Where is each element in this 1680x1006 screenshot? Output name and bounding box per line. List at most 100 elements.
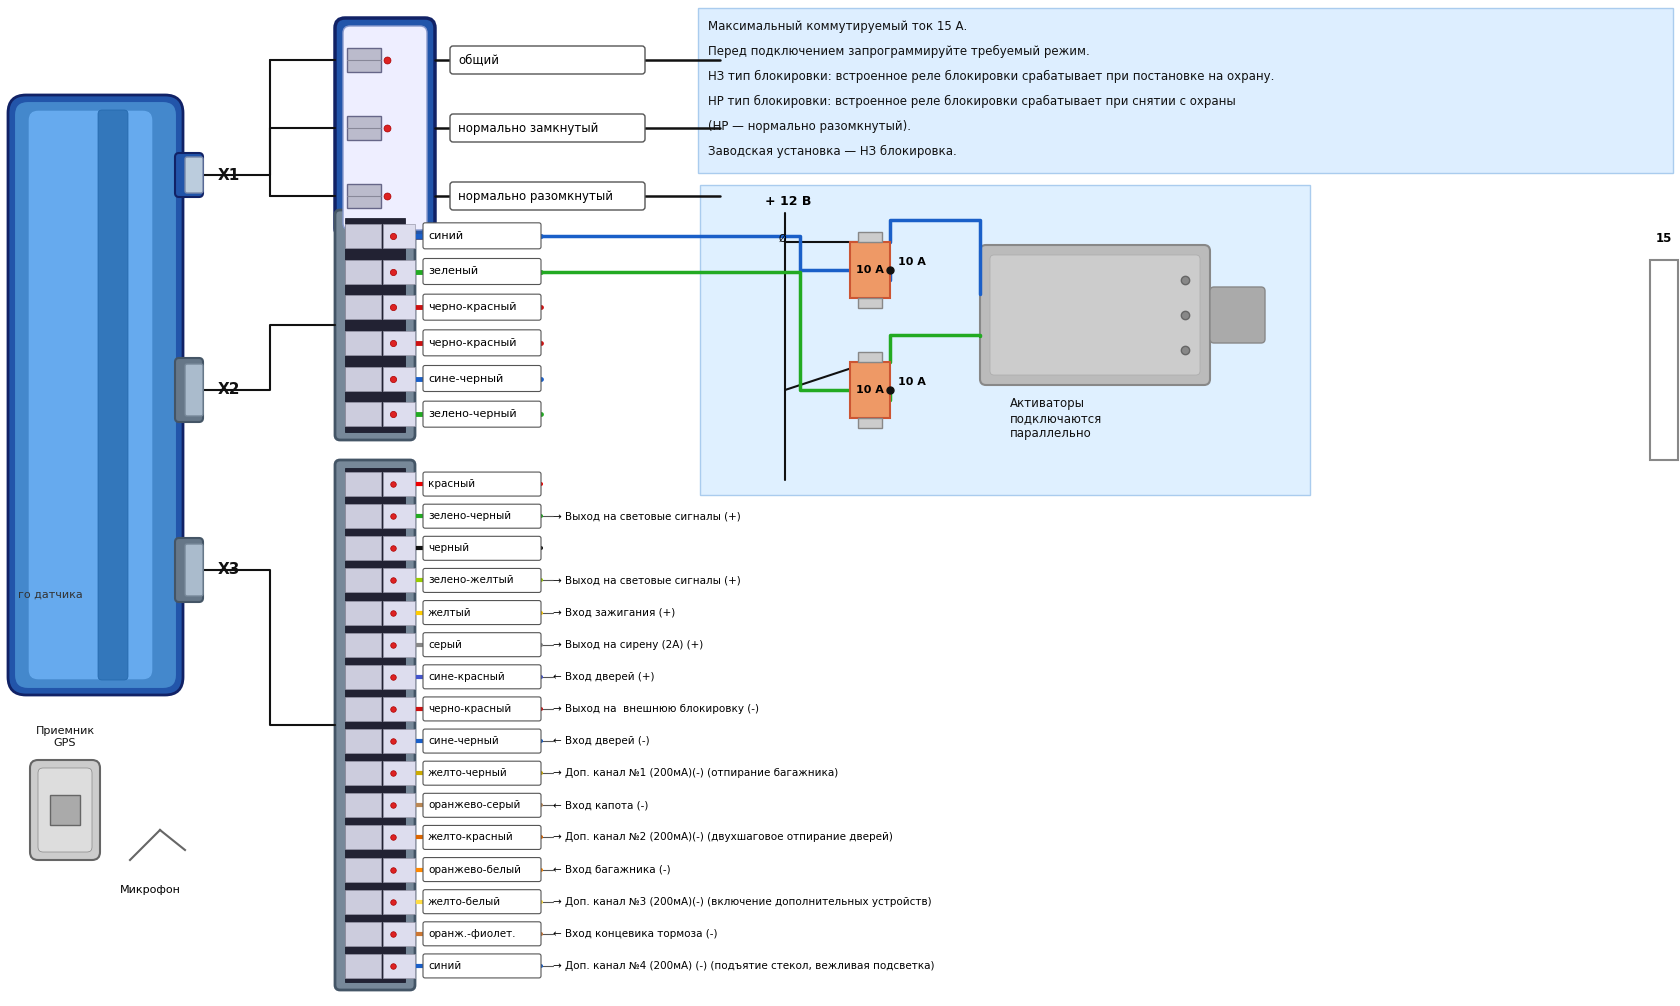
FancyBboxPatch shape	[334, 210, 415, 440]
Bar	[699, 185, 1309, 495]
Bar	[383, 402, 415, 427]
Text: → Выход на  внешнюю блокировку (-): → Выход на внешнюю блокировку (-)	[553, 704, 759, 714]
Bar	[344, 921, 381, 946]
FancyBboxPatch shape	[423, 536, 541, 560]
Text: Перед подключением запрограммируйте требуемый режим.: Перед подключением запрограммируйте треб…	[707, 45, 1089, 58]
FancyBboxPatch shape	[423, 294, 541, 320]
Bar	[850, 362, 889, 418]
Text: черно-красный: черно-красный	[428, 338, 516, 348]
FancyBboxPatch shape	[185, 364, 203, 416]
FancyBboxPatch shape	[30, 760, 99, 860]
Text: 15: 15	[1655, 232, 1672, 245]
FancyBboxPatch shape	[185, 157, 203, 193]
Text: Приемник
GPS: Приемник GPS	[35, 726, 94, 748]
FancyBboxPatch shape	[990, 255, 1200, 375]
Bar	[383, 665, 415, 689]
Bar	[383, 889, 415, 913]
Bar	[344, 889, 381, 913]
FancyBboxPatch shape	[39, 768, 92, 852]
Bar	[344, 954, 381, 978]
Bar	[344, 794, 381, 817]
FancyBboxPatch shape	[334, 18, 435, 238]
FancyBboxPatch shape	[423, 857, 541, 881]
Text: общий: общий	[457, 53, 499, 66]
Text: ← Вход капота (-): ← Вход капота (-)	[553, 801, 648, 810]
Text: → Доп. канал №1 (200мА)(-) (отпирание багажника): → Доп. канал №1 (200мА)(-) (отпирание ба…	[553, 769, 838, 779]
Bar	[344, 568, 381, 593]
Text: + 12 В: + 12 В	[764, 195, 811, 208]
Text: серый: серый	[428, 640, 462, 650]
FancyBboxPatch shape	[423, 954, 541, 978]
FancyBboxPatch shape	[423, 921, 541, 946]
FancyBboxPatch shape	[423, 568, 541, 593]
Text: го датчика: го датчика	[18, 590, 82, 600]
Text: зелено-желтый: зелено-желтый	[428, 575, 514, 585]
Bar	[383, 633, 415, 657]
Text: 10 А: 10 А	[897, 257, 926, 267]
FancyBboxPatch shape	[13, 101, 176, 689]
Bar	[344, 223, 381, 247]
Text: черно-красный: черно-красный	[428, 704, 511, 714]
FancyBboxPatch shape	[450, 46, 645, 74]
Text: ← Вход дверей (+): ← Вход дверей (+)	[553, 672, 654, 682]
Text: Максимальный коммутируемый ток 15 А.: Максимальный коммутируемый ток 15 А.	[707, 20, 966, 33]
FancyBboxPatch shape	[175, 538, 203, 602]
FancyBboxPatch shape	[175, 358, 203, 422]
Text: зелено-черный: зелено-черный	[428, 511, 511, 521]
Bar	[344, 366, 381, 390]
Bar	[383, 729, 415, 753]
Bar	[344, 665, 381, 689]
Text: → Выход на световые сигналы (+): → Выход на световые сигналы (+)	[553, 575, 741, 585]
Bar	[346, 116, 381, 140]
Bar	[346, 48, 381, 72]
Text: зелено-черный: зелено-черный	[428, 409, 516, 420]
FancyBboxPatch shape	[423, 259, 541, 285]
Bar	[383, 697, 415, 721]
Text: синий: синий	[428, 961, 460, 971]
Text: сине-черный: сине-черный	[428, 736, 499, 746]
Text: Активаторы
подключаются
параллельно: Активаторы подключаются параллельно	[1010, 397, 1102, 440]
FancyBboxPatch shape	[423, 633, 541, 657]
Text: синий: синий	[428, 230, 464, 240]
Text: → Доп. канал №2 (200мА)(-) (двухшаговое отпирание дверей): → Доп. канал №2 (200мА)(-) (двухшаговое …	[553, 832, 892, 842]
FancyBboxPatch shape	[423, 601, 541, 625]
Text: ← Вход дверей (-): ← Вход дверей (-)	[553, 736, 648, 746]
FancyBboxPatch shape	[334, 460, 415, 990]
Text: Ø: Ø	[778, 234, 785, 244]
Bar	[383, 472, 415, 496]
Bar	[344, 295, 381, 319]
Bar	[383, 762, 415, 786]
Bar	[344, 472, 381, 496]
Text: нормально разомкнутый: нормально разомкнутый	[457, 189, 613, 202]
Bar	[383, 536, 415, 560]
Text: (НР — нормально разомкнутый).: (НР — нормально разомкнутый).	[707, 120, 911, 133]
Bar	[344, 762, 381, 786]
Text: X2: X2	[218, 382, 240, 397]
Text: → Вход зажигания (+): → Вход зажигания (+)	[553, 608, 675, 618]
Bar	[383, 366, 415, 390]
FancyBboxPatch shape	[423, 762, 541, 786]
Bar	[857, 298, 882, 308]
Text: желто-белый: желто-белый	[428, 896, 501, 906]
FancyBboxPatch shape	[423, 504, 541, 528]
Text: нормально замкнутый: нормально замкнутый	[457, 122, 598, 135]
Text: Заводская установка — НЗ блокировка.: Заводская установка — НЗ блокировка.	[707, 145, 956, 158]
Bar	[344, 826, 381, 849]
Bar	[857, 232, 882, 242]
Bar	[383, 794, 415, 817]
Text: желто-красный: желто-красный	[428, 832, 514, 842]
Bar	[344, 536, 381, 560]
Bar	[383, 295, 415, 319]
Bar	[346, 184, 381, 208]
FancyBboxPatch shape	[97, 110, 128, 680]
Text: желто-черный: желто-черный	[428, 769, 507, 779]
Bar	[383, 601, 415, 625]
Bar	[383, 504, 415, 528]
Text: оранж.-фиолет.: оранж.-фиолет.	[428, 929, 516, 939]
FancyBboxPatch shape	[29, 110, 153, 680]
FancyBboxPatch shape	[185, 544, 203, 596]
Bar	[344, 633, 381, 657]
Text: черный: черный	[428, 543, 469, 553]
Text: зеленый: зеленый	[428, 267, 477, 277]
Bar	[344, 729, 381, 753]
